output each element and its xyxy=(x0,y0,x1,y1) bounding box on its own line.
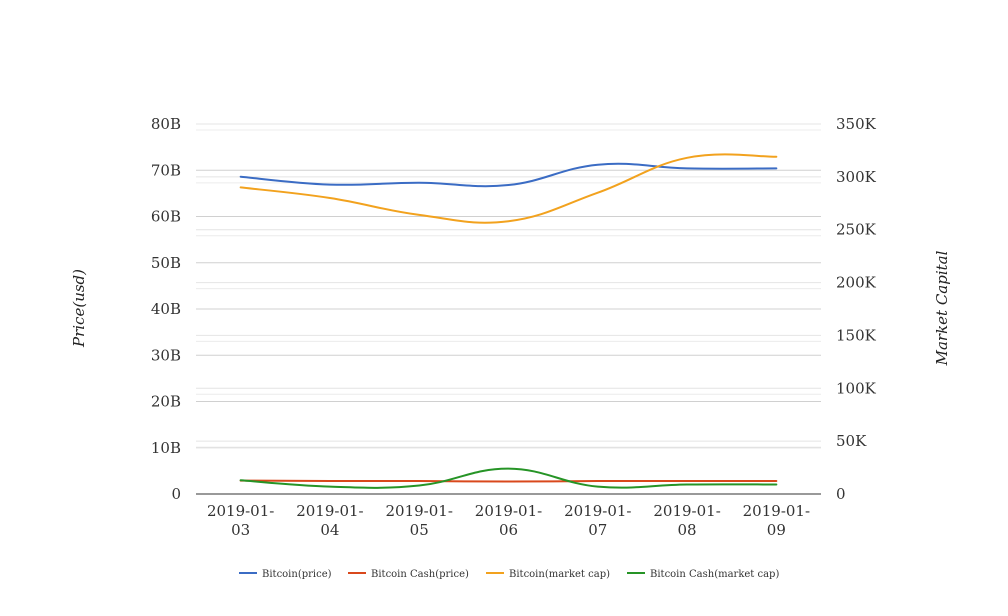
series-line-bitcoin-cash-market-cap xyxy=(239,467,778,489)
x-tick-6: 2019-01-09 xyxy=(743,502,810,539)
x-tick-2: 2019-01-05 xyxy=(386,502,453,539)
left-y-axis-ticks: 0 10B 20B 30B 40B 50B 60B 70B 80B xyxy=(151,115,181,503)
y-tick-right-3: 150K xyxy=(836,326,877,344)
right-y-axis-ticks: 0 50K 100K 150K 200K 250K 300K 350K xyxy=(836,115,877,503)
y-tick-left-3: 30B xyxy=(151,346,181,364)
legend-item-bitcoin-price[interactable]: Bitcoin(price) xyxy=(239,569,332,580)
x-tick-4: 2019-01-07 xyxy=(564,502,631,539)
series-line-bitcoin-price xyxy=(239,162,778,188)
y-tick-right-5: 250K xyxy=(836,221,877,239)
y-tick-right-2: 100K xyxy=(836,379,877,397)
x-tick-1: 2019-01-04 xyxy=(296,502,363,539)
y-tick-left-0: 0 xyxy=(171,485,181,503)
y-tick-left-7: 70B xyxy=(151,161,181,179)
grid xyxy=(196,123,821,449)
series-line-bitcoin-market-cap xyxy=(239,153,778,224)
legend-item-bitcoin-cash-market-cap[interactable]: Bitcoin Cash(market cap) xyxy=(627,569,779,580)
y-tick-right-7: 350K xyxy=(836,115,877,133)
y-tick-right-0: 0 xyxy=(836,485,846,503)
legend-item-bitcoin-cash-price[interactable]: Bitcoin Cash(price) xyxy=(348,569,469,580)
y-tick-left-6: 60B xyxy=(151,208,181,226)
series-line-bitcoin-cash-price xyxy=(239,479,778,483)
y-tick-left-8: 80B xyxy=(151,115,181,133)
legend-label-bitcoin-cash-price: Bitcoin Cash(price) xyxy=(371,569,469,580)
series-lines xyxy=(239,153,778,489)
x-tick-0: 2019-01-03 xyxy=(207,502,274,539)
legend[interactable]: Bitcoin(price) Bitcoin Cash(price) Bitcoin… xyxy=(239,569,779,580)
y-tick-left-4: 40B xyxy=(151,300,181,318)
y-tick-left-2: 20B xyxy=(151,393,181,411)
y-tick-right-4: 200K xyxy=(836,274,877,292)
y-axis-title-right: Market Capital xyxy=(933,250,951,366)
legend-item-bitcoin-market-cap[interactable]: Bitcoin(market cap) xyxy=(486,569,610,580)
legend-label-bitcoin-cash-market-cap: Bitcoin Cash(market cap) xyxy=(650,569,779,580)
legend-label-bitcoin-market-cap: Bitcoin(market cap) xyxy=(509,569,610,580)
y-tick-left-5: 50B xyxy=(151,254,181,272)
x-axis-ticks: 2019-01-03 2019-01-04 2019-01-05 2019-01-06… xyxy=(207,502,810,539)
x-tick-5: 2019-01-08 xyxy=(653,502,720,539)
legend-label-bitcoin-price: Bitcoin(price) xyxy=(262,569,332,580)
y-tick-left-1: 10B xyxy=(151,439,181,457)
y-axis-title-left: Price(usd) xyxy=(70,269,88,348)
y-tick-right-6: 300K xyxy=(836,168,877,186)
x-tick-3: 2019-01-06 xyxy=(475,502,542,539)
y-tick-right-1: 50K xyxy=(836,432,867,450)
